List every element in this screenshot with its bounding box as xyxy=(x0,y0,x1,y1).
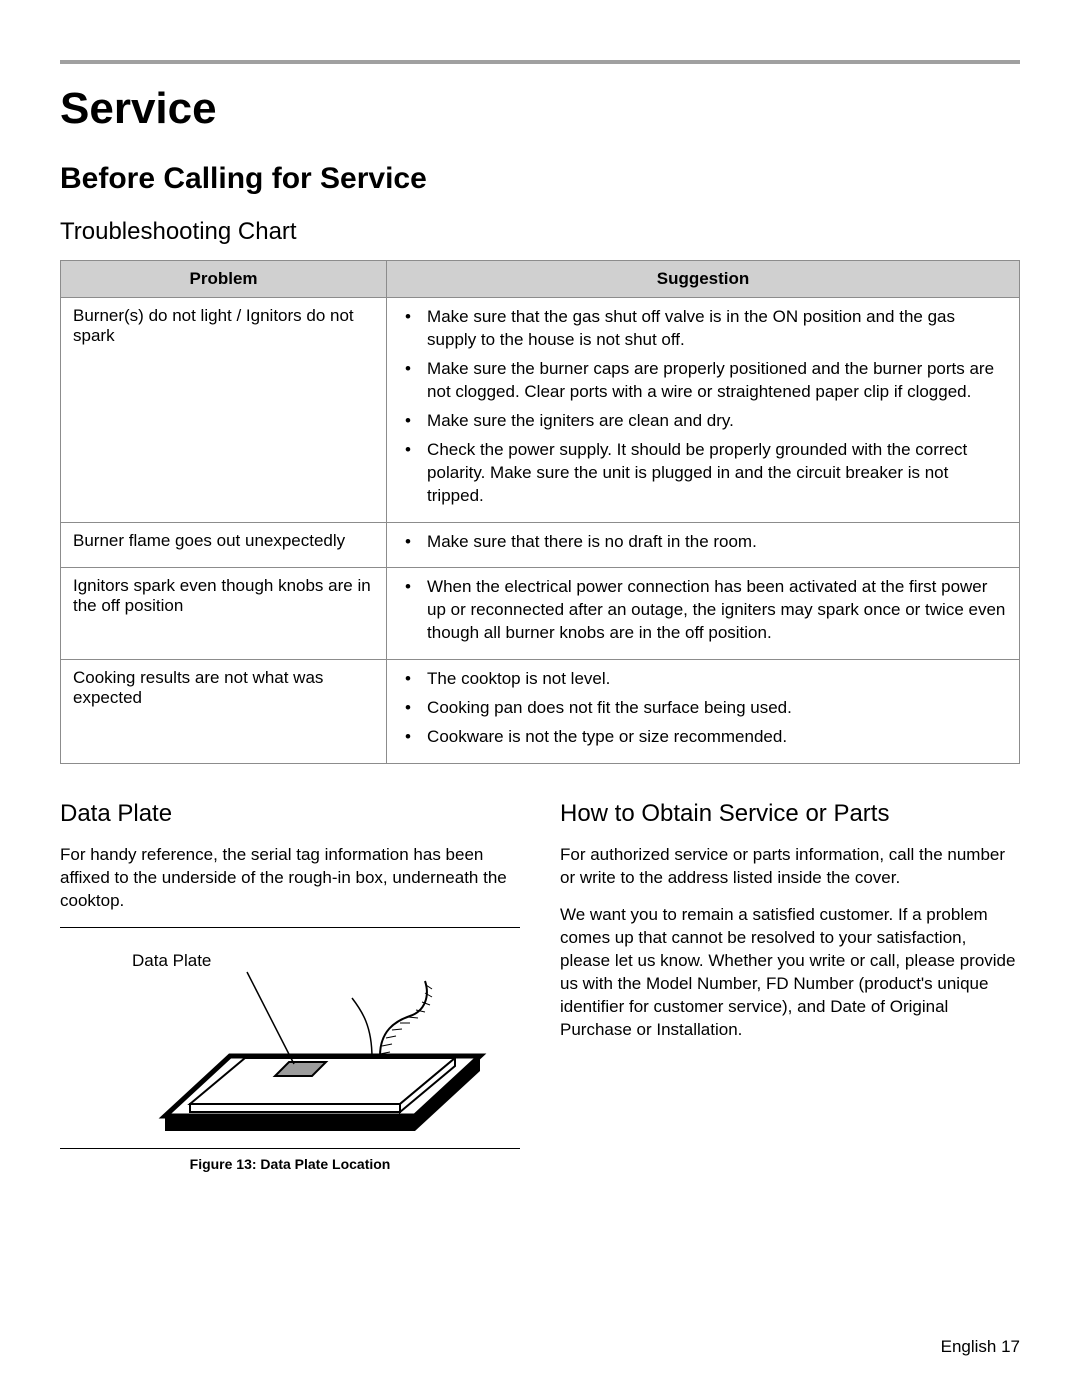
page-title: Service xyxy=(60,84,1020,134)
suggestion-item: Check the power supply. It should be pro… xyxy=(399,439,1007,508)
data-plate-body: For handy reference, the serial tag info… xyxy=(60,844,520,913)
suggestion-item: Make sure the igniters are clean and dry… xyxy=(399,410,1007,433)
problem-cell: Burner(s) do not light / Ignitors do not… xyxy=(61,298,387,523)
page: Service Before Calling for Service Troub… xyxy=(0,0,1080,1397)
suggestion-item: When the electrical power connection has… xyxy=(399,576,1007,645)
suggestion-item: Cookware is not the type or size recomme… xyxy=(399,726,1007,749)
table-row: Cooking results are not what was expecte… xyxy=(61,660,1020,764)
suggestion-item: Cooking pan does not fit the surface bei… xyxy=(399,697,1007,720)
suggestion-list: Make sure that there is no draft in the … xyxy=(399,531,1007,554)
suggestion-cell: The cooktop is not level. Cooking pan do… xyxy=(387,660,1020,764)
troubleshooting-heading: Troubleshooting Chart xyxy=(60,218,1020,246)
suggestion-list: When the electrical power connection has… xyxy=(399,576,1007,645)
suggestion-item: The cooktop is not level. xyxy=(399,668,1007,691)
table-row: Burner flame goes out unexpectedly Make … xyxy=(61,522,1020,568)
suggestion-cell: When the electrical power connection has… xyxy=(387,568,1020,660)
table-row: Burner(s) do not light / Ignitors do not… xyxy=(61,298,1020,523)
figure-caption: Figure 13: Data Plate Location xyxy=(60,1149,520,1174)
obtain-service-p1: For authorized service or parts informat… xyxy=(560,844,1020,890)
suggestion-item: Make sure that the gas shut off valve is… xyxy=(399,306,1007,352)
figure-area: Data Plate xyxy=(60,928,520,1148)
troubleshooting-table: Problem Suggestion Burner(s) do not ligh… xyxy=(60,260,1020,764)
figure-inline-label: Data Plate xyxy=(132,950,211,973)
left-column: Data Plate For handy reference, the seri… xyxy=(60,798,520,1174)
two-column-area: Data Plate For handy reference, the seri… xyxy=(60,798,1020,1174)
top-rule xyxy=(60,60,1020,64)
suggestion-list: Make sure that the gas shut off valve is… xyxy=(399,306,1007,508)
data-plate-heading: Data Plate xyxy=(60,798,520,830)
page-subtitle: Before Calling for Service xyxy=(60,162,1020,196)
col-header-problem: Problem xyxy=(61,261,387,298)
problem-cell: Burner flame goes out unexpectedly xyxy=(61,522,387,568)
suggestion-item: Make sure the burner caps are properly p… xyxy=(399,358,1007,404)
obtain-service-p2: We want you to remain a satisfied custom… xyxy=(560,904,1020,1042)
suggestion-cell: Make sure that there is no draft in the … xyxy=(387,522,1020,568)
suggestion-item: Make sure that there is no draft in the … xyxy=(399,531,1007,554)
figure-box: Data Plate xyxy=(60,927,520,1174)
problem-cell: Cooking results are not what was expecte… xyxy=(61,660,387,764)
table-header-row: Problem Suggestion xyxy=(61,261,1020,298)
obtain-service-heading: How to Obtain Service or Parts xyxy=(560,798,1020,830)
suggestion-cell: Make sure that the gas shut off valve is… xyxy=(387,298,1020,523)
problem-cell: Ignitors spark even though knobs are in … xyxy=(61,568,387,660)
page-footer: English 17 xyxy=(941,1337,1020,1357)
col-header-suggestion: Suggestion xyxy=(387,261,1020,298)
right-column: How to Obtain Service or Parts For autho… xyxy=(560,798,1020,1174)
table-row: Ignitors spark even though knobs are in … xyxy=(61,568,1020,660)
suggestion-list: The cooktop is not level. Cooking pan do… xyxy=(399,668,1007,749)
